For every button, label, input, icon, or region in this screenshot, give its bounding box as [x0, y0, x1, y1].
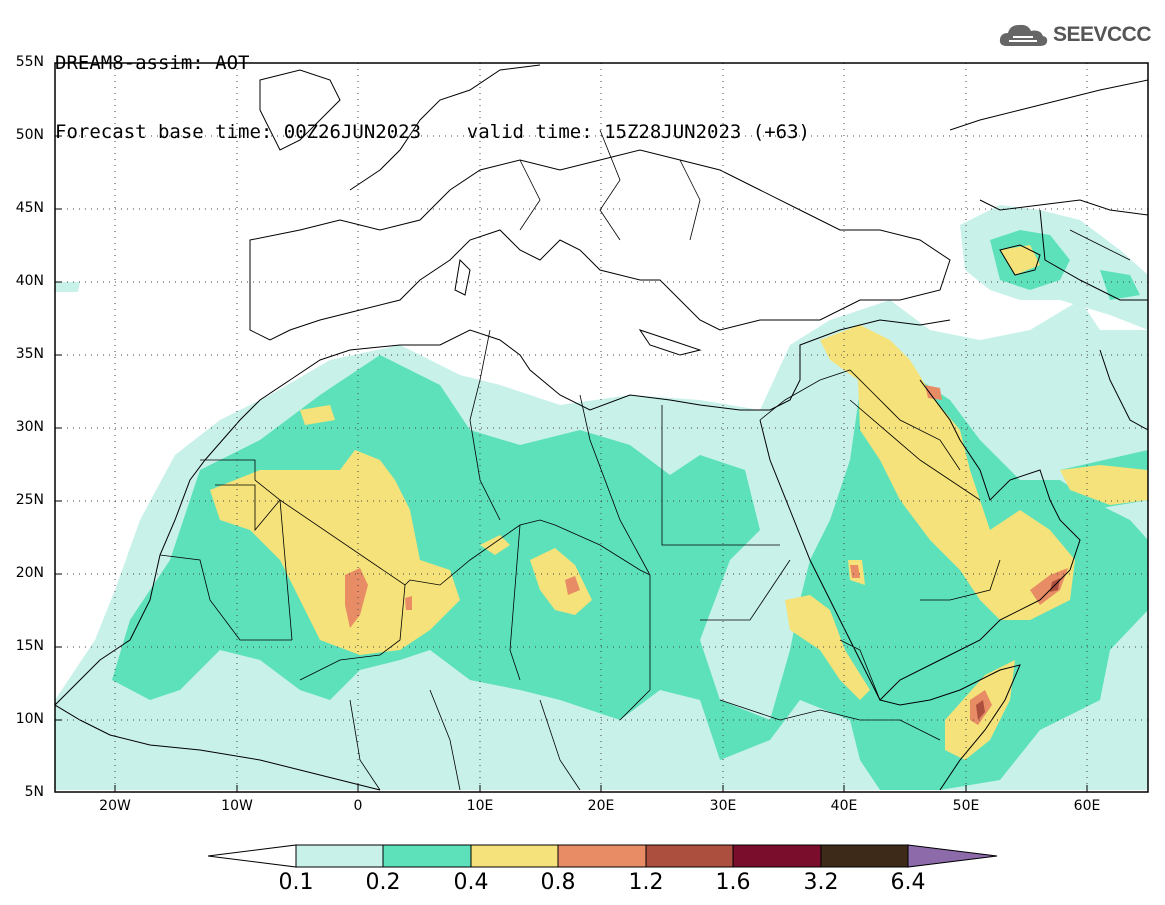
lat-label-55n: 55N [15, 54, 44, 70]
lon-label-40e: 40E [830, 798, 858, 814]
colorbar-label-4: 1.2 [628, 870, 664, 895]
lat-label-45n: 45N [15, 200, 44, 216]
coastlines [55, 64, 1148, 791]
colorbar-swatch-2 [470, 844, 559, 868]
colorbar-swatch-4 [645, 844, 734, 868]
colorbar-label-0: 0.1 [278, 870, 314, 895]
lon-label-50e: 50E [952, 798, 980, 814]
lat-label-40n: 40N [15, 273, 44, 289]
colorbar-swatch-1 [382, 844, 472, 868]
lat-label-15n: 15N [15, 638, 44, 654]
colorbar-swatch-3 [557, 844, 647, 868]
lat-label-25n: 25N [15, 492, 44, 508]
lat-label-35n: 35N [15, 346, 44, 362]
forecast-times: Forecast base time: 00Z26JUN2023 valid t… [55, 121, 810, 143]
colorbar-label-2: 0.4 [453, 870, 489, 895]
aot-field [55, 205, 1148, 790]
lon-label-0: 0 [353, 798, 363, 814]
lat-label-5n: 5N [24, 784, 44, 800]
lon-label-10e: 10E [466, 798, 494, 814]
colorbar-label-6: 3.2 [803, 870, 839, 895]
lon-label-20w: 20W [99, 798, 131, 814]
cloud-icon [999, 24, 1048, 46]
colorbar-under-arrow [207, 844, 297, 868]
colorbar-label-5: 1.6 [715, 870, 751, 895]
lat-label-10n: 10N [15, 711, 44, 727]
colorbar [207, 844, 998, 868]
colorbar-label-1: 0.2 [365, 870, 401, 895]
map-header: DREAM8-assim: AOT Forecast base time: 00… [55, 6, 810, 167]
lat-label-30n: 30N [15, 419, 44, 435]
colorbar-swatch-0 [295, 844, 384, 868]
colorbar-label-7: 6.4 [890, 870, 926, 895]
borders [159, 129, 1131, 791]
logo-text: SEEVCCC [1052, 23, 1152, 46]
lon-label-60e: 60E [1073, 798, 1101, 814]
lon-label-20e: 20E [587, 798, 615, 814]
seevccc-logo: SEEVCCC [997, 20, 1152, 50]
colorbar-swatch-6 [820, 844, 909, 868]
colorbar-over-arrow [907, 844, 998, 868]
axis-ticks [55, 62, 1088, 792]
lon-label-30e: 30E [709, 798, 737, 814]
lon-label-10w: 10W [221, 798, 253, 814]
lat-label-20n: 20N [15, 565, 44, 581]
colorbar-swatch-5 [732, 844, 822, 868]
graticule [55, 63, 1148, 792]
aot-band-0.8 [345, 385, 1068, 725]
lat-label-50n: 50N [15, 127, 44, 143]
colorbar-label-3: 0.8 [540, 870, 576, 895]
